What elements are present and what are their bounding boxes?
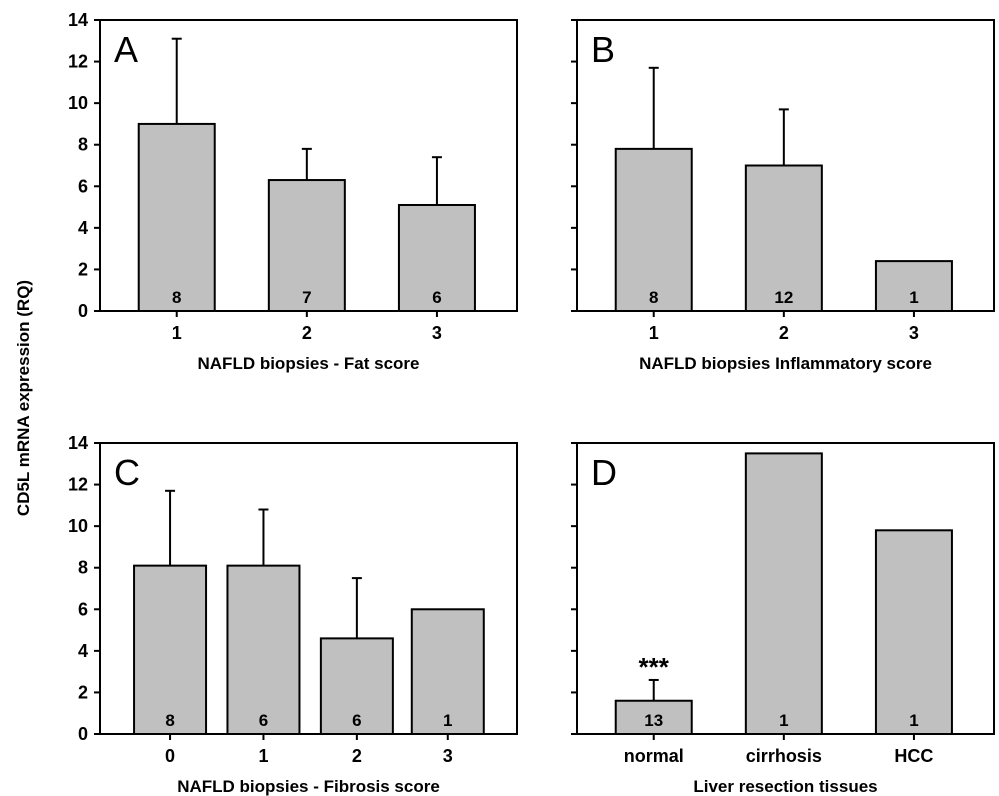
x-tick-label: 3: [909, 323, 919, 343]
x-tick-label: 2: [352, 746, 362, 766]
sample-size-label: 1: [779, 711, 788, 730]
sample-size-label: 1: [909, 711, 918, 730]
x-tick-label: HCC: [894, 746, 933, 766]
x-axis-title: NAFLD biopsies Inflammatory score: [639, 354, 932, 373]
y-tick-label: 6: [78, 599, 88, 619]
x-tick-label: 3: [432, 323, 442, 343]
y-axis-label: CD5L mRNA expression (RQ): [14, 280, 33, 516]
bar: [133, 564, 208, 736]
y-tick-label: 4: [78, 218, 88, 238]
sample-size-label: 8: [165, 711, 174, 730]
bar: [397, 203, 476, 312]
panel-a: 0 2 4 6 8 10 12 14 8 1 7 2 6 3 A NAFLD biopsies - Fat s…: [68, 10, 518, 373]
bar: [744, 164, 823, 312]
panel-b: 8 1 12 2 1 3 B NAFLD biopsies Inflammatory scor…: [571, 19, 995, 373]
bar: [614, 147, 693, 312]
x-tick-label: 2: [779, 323, 789, 343]
y-tick-label: 4: [78, 641, 88, 661]
significance-annotation: ***: [639, 652, 670, 682]
panel-letter: B: [591, 29, 615, 70]
x-tick-label: normal: [624, 746, 684, 766]
y-tick-label: 14: [68, 10, 88, 30]
y-tick-label: 8: [78, 558, 88, 578]
panel-letter: A: [114, 29, 138, 70]
bar: [226, 564, 301, 736]
x-axis-title: Liver resection tissues: [693, 777, 877, 796]
y-tick-label: 0: [78, 724, 88, 744]
x-tick-label: cirrhosis: [746, 746, 822, 766]
y-tick-label: 2: [78, 682, 88, 702]
sample-size-label: 1: [443, 711, 452, 730]
x-tick-label: 2: [302, 323, 312, 343]
sample-size-label: 6: [259, 711, 268, 730]
sample-size-label: 8: [172, 288, 181, 307]
y-tick-label: 2: [78, 259, 88, 279]
sample-size-label: 1: [909, 288, 918, 307]
sample-size-label: 8: [649, 288, 658, 307]
panel-letter: D: [591, 452, 617, 493]
sample-size-label: 13: [644, 711, 663, 730]
x-tick-label: 1: [258, 746, 268, 766]
x-axis-title: NAFLD biopsies - Fibrosis score: [177, 777, 440, 796]
sample-size-label: 6: [432, 288, 441, 307]
y-tick-label: 10: [68, 93, 88, 113]
y-tick-label: 6: [78, 176, 88, 196]
bar: [137, 122, 216, 312]
sample-size-label: 12: [774, 288, 793, 307]
panel-d: 13 normal 1 cirrhosis 1 HCC *** D Liver resectio…: [571, 442, 995, 796]
panel-letter: C: [114, 452, 140, 493]
y-tick-label: 0: [78, 301, 88, 321]
bar: [410, 608, 485, 735]
sample-size-label: 6: [352, 711, 361, 730]
bar: [874, 529, 953, 735]
y-tick-label: 8: [78, 135, 88, 155]
y-tick-label: 12: [68, 475, 88, 495]
x-tick-label: 3: [443, 746, 453, 766]
y-tick-label: 12: [68, 52, 88, 72]
panel-c: 0 2 4 6 8 10 12 14 8 0 6 1 6 2 1 3 C NAFLD biopsies - Fib…: [68, 433, 518, 796]
y-tick-label: 10: [68, 516, 88, 536]
x-tick-label: 1: [649, 323, 659, 343]
x-tick-label: 1: [172, 323, 182, 343]
bar: [744, 452, 823, 735]
x-tick-label: 0: [165, 746, 175, 766]
sample-size-label: 7: [302, 288, 311, 307]
x-axis-title: NAFLD biopsies - Fat score: [198, 354, 420, 373]
y-tick-label: 14: [68, 433, 88, 453]
plot-frame: [99, 442, 518, 735]
bar: [874, 260, 953, 313]
